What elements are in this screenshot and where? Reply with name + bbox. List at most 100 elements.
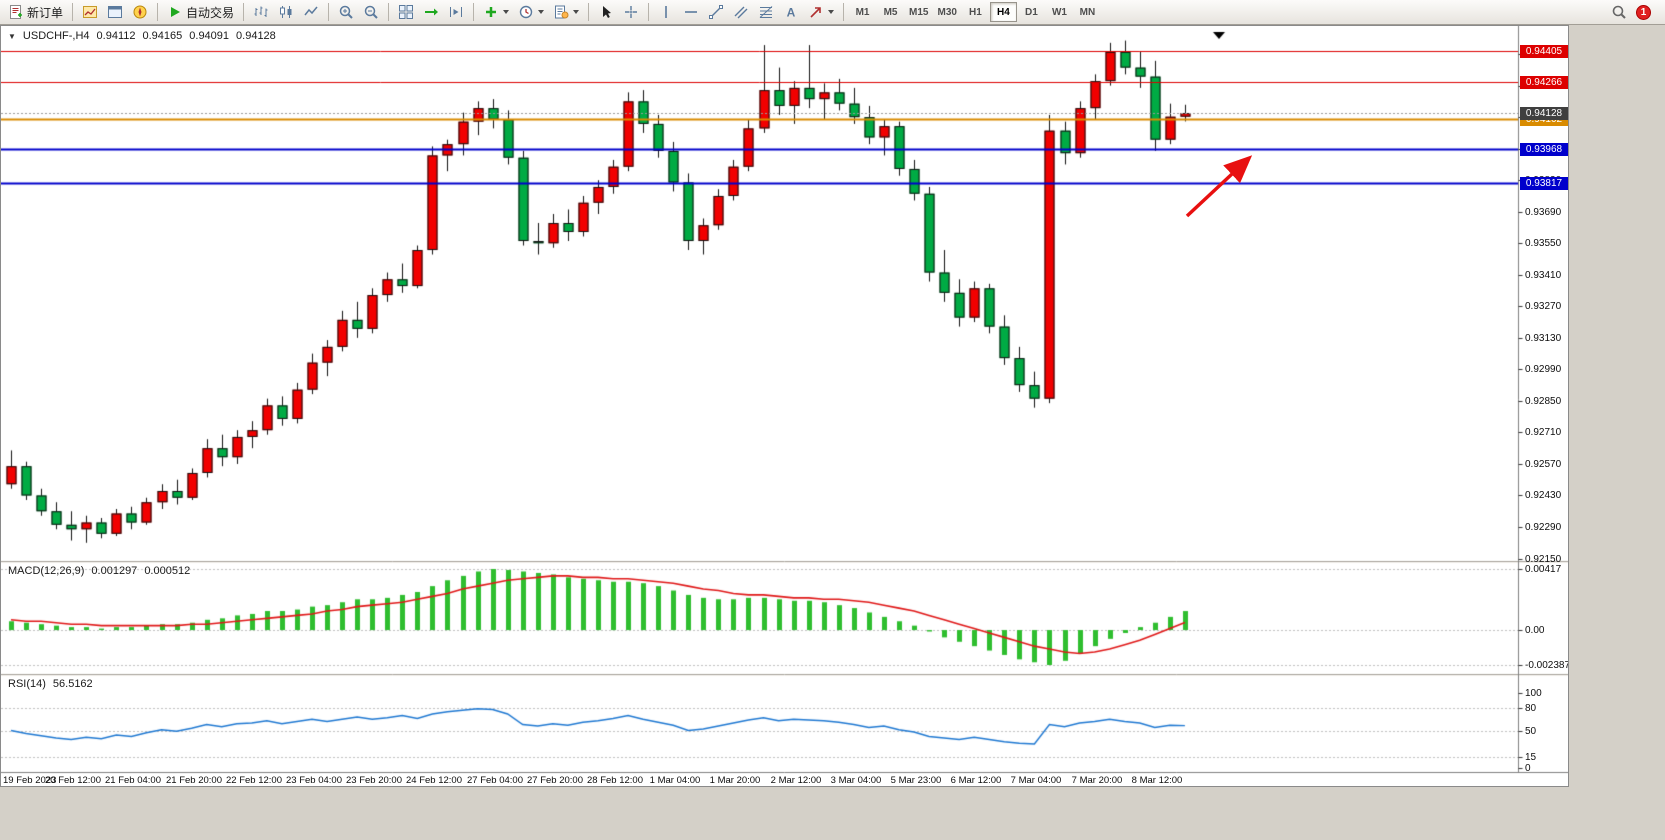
toolbar: 新订单 自动交易 A M1 M5 M15 M30 H1 H4 D1 W1 MN 1 [0, 0, 1665, 25]
zoom-in-button[interactable] [334, 1, 358, 23]
dropdown-caret-icon [538, 10, 545, 14]
arrows-button[interactable] [804, 1, 838, 23]
timeframe-m5[interactable]: M5 [877, 2, 904, 22]
channel-button[interactable] [729, 1, 753, 23]
text-button[interactable]: A [779, 1, 803, 23]
text-icon: A [783, 4, 799, 20]
fibonacci-button[interactable] [754, 1, 778, 23]
dropdown-caret-icon [828, 10, 835, 14]
timeframe-m30[interactable]: M30 [933, 2, 960, 22]
timeframe-d1[interactable]: D1 [1018, 2, 1045, 22]
rsi-name: RSI(14) [8, 678, 46, 690]
hline-price-badge: 0.93817 [1520, 177, 1568, 190]
price-axis-tick: 0.92570 [1525, 459, 1562, 470]
price-axis-tick: 0.92290 [1525, 522, 1562, 533]
macd-name: MACD(12,26,9) [8, 565, 85, 577]
zoom-in-icon [338, 4, 354, 20]
time-axis-label: 22 Feb 12:00 [226, 775, 282, 786]
chart-menu-icon[interactable]: ▼ [8, 31, 16, 41]
autotrading-button-label: 自动交易 [186, 5, 235, 20]
tile-windows-button[interactable] [394, 1, 418, 23]
price-axis-tick: 0.93130 [1525, 333, 1562, 344]
toolbar-separator [648, 3, 650, 21]
chart-close-value: 0.94128 [236, 30, 276, 42]
search-button[interactable] [1607, 1, 1631, 23]
hline-price-badge: 0.93968 [1520, 143, 1568, 156]
bar-chart-button[interactable] [249, 1, 273, 23]
chart-symbol-period: USDCHF-,H4 [22, 30, 90, 42]
cursor-button[interactable] [594, 1, 618, 23]
time-axis-label: 3 Mar 04:00 [830, 775, 882, 786]
market-watch-icon [82, 4, 98, 20]
chart-window: ▼ USDCHF-,H4 0.94112 0.94165 0.94091 0.9… [0, 25, 1569, 787]
time-axis-label: 8 Mar 12:00 [1131, 775, 1183, 786]
time-axis-label: 27 Feb 04:00 [467, 775, 523, 786]
toolbar-separator [588, 3, 590, 21]
price-axis-tick: 0.93550 [1525, 238, 1562, 249]
toolbar-separator [328, 3, 330, 21]
horizontal-line-button[interactable] [679, 1, 703, 23]
market-watch-button[interactable] [78, 1, 102, 23]
price-axis-tick: 0.92850 [1525, 396, 1562, 407]
new-order-button[interactable]: 新订单 [4, 1, 67, 23]
templates-button[interactable] [549, 1, 583, 23]
svg-text:A: A [787, 6, 796, 20]
navigator-button[interactable] [128, 1, 152, 23]
data-window-button[interactable] [103, 1, 127, 23]
rsi-axis-tick: 80 [1525, 703, 1537, 714]
trend-arrow-annotation[interactable] [1181, 148, 1263, 226]
line-chart-button[interactable] [299, 1, 323, 23]
time-axis-label: 1 Mar 20:00 [709, 775, 761, 786]
crosshair-icon [623, 4, 639, 20]
candlestick-chart-button[interactable] [274, 1, 298, 23]
indicators-button[interactable] [479, 1, 513, 23]
timeframe-w1[interactable]: W1 [1046, 2, 1073, 22]
data-window-icon [107, 4, 123, 20]
new-order-icon [8, 4, 24, 20]
timeframe-m15[interactable]: M15 [905, 2, 932, 22]
autotrading-icon [167, 4, 183, 20]
rsi-value: 56.5162 [52, 678, 93, 690]
zoom-out-icon [363, 4, 379, 20]
timeframe-mn[interactable]: MN [1074, 2, 1101, 22]
auto-scroll-button[interactable] [419, 1, 443, 23]
time-axis-label: 19 Feb 2023 [3, 775, 57, 786]
fibonacci-icon [758, 4, 774, 20]
rsi-axis-tick: 50 [1525, 726, 1537, 737]
time-axis-label: 28 Feb 12:00 [587, 775, 643, 786]
vertical-line-icon [658, 4, 674, 20]
rsi-axis-tick: 0 [1525, 763, 1531, 774]
price-axis-tick: 0.92710 [1525, 427, 1562, 438]
trendline-button[interactable] [704, 1, 728, 23]
price-axis-tick: 0.93690 [1525, 207, 1562, 218]
crosshair-button[interactable] [619, 1, 643, 23]
window-background-right [1569, 25, 1665, 840]
chart-high-value: 0.94165 [142, 30, 183, 42]
cursor-icon [598, 4, 614, 20]
time-axis-label: 2 Mar 12:00 [770, 775, 822, 786]
price-chart-canvas[interactable] [1, 26, 1568, 786]
notification-badge[interactable]: 1 [1636, 4, 1651, 20]
rsi-axis-tick: 15 [1525, 752, 1537, 763]
macd-axis-tick: -0.002387 [1525, 660, 1569, 671]
zoom-out-button[interactable] [359, 1, 383, 23]
timeframe-m1[interactable]: M1 [849, 2, 876, 22]
time-axis-label: 1 Mar 04:00 [649, 775, 701, 786]
time-axis-label: 6 Mar 12:00 [950, 775, 1002, 786]
price-axis-tick: 0.92430 [1525, 490, 1562, 501]
channel-icon [733, 4, 749, 20]
time-axis-label: 20 Feb 12:00 [45, 775, 101, 786]
time-axis-label: 21 Feb 04:00 [105, 775, 161, 786]
price-axis-tick: 0.92990 [1525, 364, 1562, 375]
chart-shift-button[interactable] [444, 1, 468, 23]
timeframe-h4[interactable]: H4 [989, 2, 1017, 22]
time-axis-label: 5 Mar 23:00 [890, 775, 942, 786]
time-axis-label: 27 Feb 20:00 [527, 775, 583, 786]
vertical-line-button[interactable] [654, 1, 678, 23]
price-axis-tick: 0.92150 [1525, 554, 1562, 565]
periods-button[interactable] [514, 1, 548, 23]
time-axis-label: 23 Feb 20:00 [346, 775, 402, 786]
timeframe-h1[interactable]: H1 [962, 2, 989, 22]
time-axis-label: 23 Feb 04:00 [286, 775, 342, 786]
autotrading-button[interactable]: 自动交易 [163, 1, 238, 23]
